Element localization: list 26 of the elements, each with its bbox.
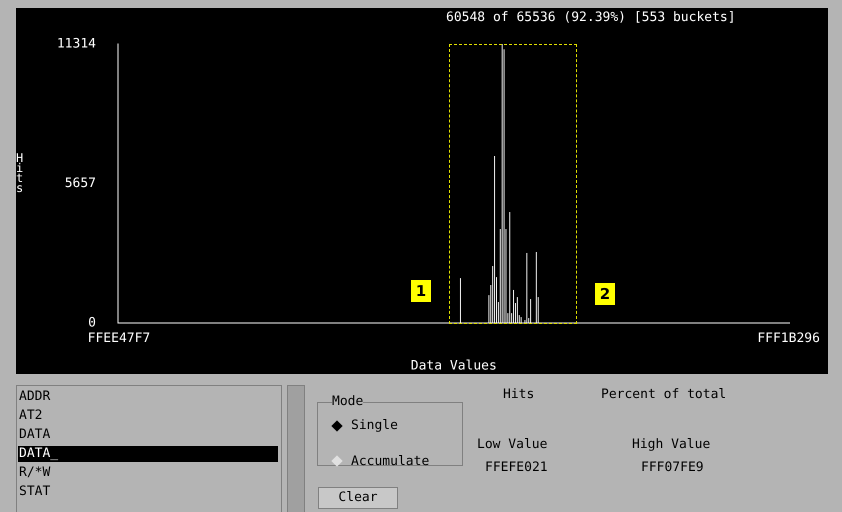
x-tick-label: FFEE47F7 <box>88 331 150 346</box>
text: DATA_ <box>19 446 58 461</box>
text: Percent of total <box>601 387 726 402</box>
text: Low Value <box>477 437 548 452</box>
text: ADDR <box>19 389 50 404</box>
text: AT2 <box>19 408 42 423</box>
text: Clear <box>318 487 398 509</box>
y-tick-label: 11314 <box>56 36 96 52</box>
y-tick-label: 5657 <box>64 176 96 191</box>
y-tick-label: 0 <box>88 315 96 330</box>
text: FFEFE021 <box>485 460 548 475</box>
text: Mode <box>332 394 364 409</box>
text: Hits <box>503 387 534 402</box>
text: 60548 of 65536 (92.39%) [553 buckets] <box>446 10 736 25</box>
text: High Value <box>632 437 710 452</box>
text: FFF07FE9 <box>641 460 704 475</box>
text: Single <box>351 418 398 433</box>
y-axis-title: Hits <box>16 151 24 195</box>
x-axis-title: Data Values <box>410 358 497 374</box>
text: STAT <box>19 484 50 499</box>
text: Accumulate <box>351 454 430 469</box>
annotation: 2 <box>595 283 615 305</box>
text: DATA <box>19 427 50 442</box>
x-tick-label: FFF1B296 <box>757 331 820 346</box>
text: R/*W <box>19 465 50 480</box>
annotation: 1 <box>411 280 431 302</box>
